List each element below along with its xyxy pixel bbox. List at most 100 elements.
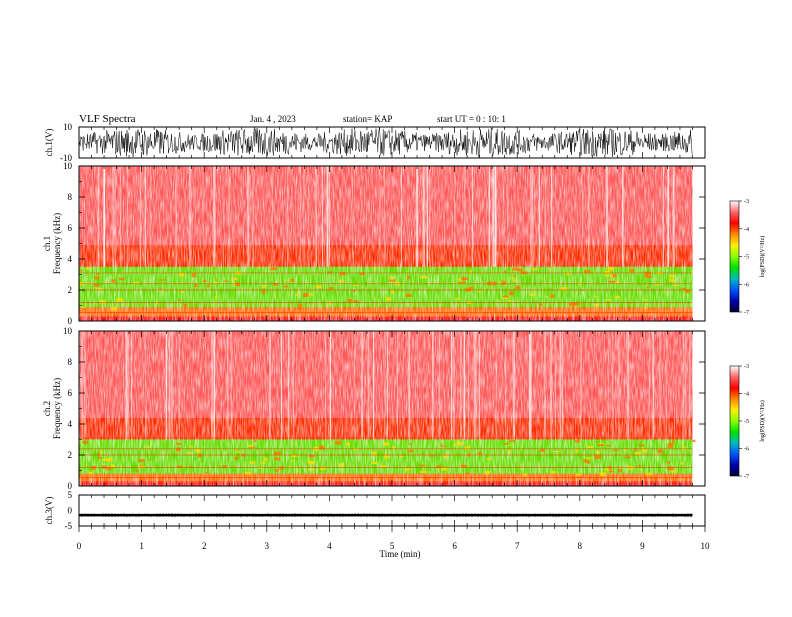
spectrogram-cell xyxy=(634,447,637,452)
spectrogram-cell xyxy=(178,272,185,277)
y-tick-label: 2 xyxy=(68,450,73,460)
y-tick-label: 8 xyxy=(68,357,73,367)
y-tick-label: 4 xyxy=(68,419,73,429)
x-tick-label: 3 xyxy=(265,541,270,551)
colorbar-tick-label: -6 xyxy=(744,447,749,453)
spectrogram-cell xyxy=(119,277,125,281)
colorbar-gradient xyxy=(729,200,740,313)
spectrogram-cell xyxy=(467,445,470,450)
y-axis-label: ch.1 xyxy=(42,236,52,251)
x-tick-label: 2 xyxy=(202,541,207,551)
spectrogram-cell xyxy=(597,443,605,446)
y-tick-label: -10 xyxy=(60,153,72,163)
spectrogram-cell xyxy=(461,277,469,281)
spectrogram-cell xyxy=(270,267,278,271)
y-axis-label: ch.3(V) xyxy=(44,497,54,525)
ch3-waveform-panel: ch.3(V) 5 0 -5 0 1 2 3 4 5 6 7 8 9 10 xyxy=(44,490,710,551)
spectrogram-cell xyxy=(645,472,653,476)
spectrogram-cell xyxy=(526,271,529,274)
spectrogram-cell xyxy=(359,272,366,276)
spectrogram-cell xyxy=(670,470,677,473)
y-tick-label: 10 xyxy=(63,326,73,336)
spectrogram-cell xyxy=(339,463,344,467)
spectrogram-cell xyxy=(672,440,675,444)
spectrogram-cell xyxy=(629,268,635,273)
spectrogram-cell xyxy=(469,269,472,274)
spectrogram-cell xyxy=(685,289,690,294)
spectrogram-cell xyxy=(189,445,194,448)
spectrogram-cell xyxy=(553,451,561,453)
spectrogram-cell xyxy=(509,440,516,442)
spectrogram-cell xyxy=(110,464,115,468)
spectrogram-cell xyxy=(150,459,153,461)
spectrogram-cell xyxy=(286,279,293,281)
spectrogram-cell xyxy=(627,302,633,304)
spectrogram-cell xyxy=(303,293,309,297)
spectrogram-cell xyxy=(487,281,493,286)
spectrogram-cell xyxy=(515,285,520,290)
spectrogram-cell xyxy=(550,268,553,271)
spectrogram-cell xyxy=(566,271,570,276)
spectrogram-cell xyxy=(617,468,623,473)
spectrogram-cell xyxy=(373,266,377,270)
spectrogram-cell xyxy=(106,467,112,471)
spectrogram-cell xyxy=(328,300,331,305)
spectrogram-cell xyxy=(392,445,396,450)
spectrogram-cell xyxy=(609,470,614,473)
y-tick-label: 0 xyxy=(68,481,73,491)
station-label: station= KAP xyxy=(343,114,392,124)
x-tick-label: 0 xyxy=(77,541,82,551)
spectrogram-cell xyxy=(274,451,281,456)
spectrogram-cell xyxy=(192,273,196,278)
spectrogram-cell xyxy=(506,444,513,446)
spectrogram-cell xyxy=(420,464,425,467)
x-tick-label: 9 xyxy=(640,541,645,551)
spectrogram-cell xyxy=(692,439,696,443)
spectrogram-cell xyxy=(603,468,611,471)
spectrogram-cell xyxy=(476,290,483,292)
spectrogram-cell xyxy=(111,306,118,311)
colorbar-label: log(PSD)(V²/Hz) xyxy=(759,400,766,441)
spectrogram-cell xyxy=(212,281,218,284)
spectrogram-cell xyxy=(606,444,612,447)
spectrogram-cell xyxy=(550,471,556,473)
colorbar-tick-label: -5 xyxy=(744,255,749,261)
spectrogram-cell xyxy=(682,445,686,450)
spectrogram-cell xyxy=(88,471,93,475)
spectrogram-cell xyxy=(508,449,511,453)
spectrogram-cell xyxy=(249,461,256,465)
spectrogram-cell xyxy=(614,296,621,299)
y-tick-label: 6 xyxy=(68,388,73,398)
spectrogram-cell xyxy=(315,285,322,288)
x-tick-label: 7 xyxy=(515,541,520,551)
spectrogram-cell xyxy=(503,295,509,298)
spectrogram-cell xyxy=(334,440,342,445)
spectrogram-cell xyxy=(420,470,427,473)
spectrogram-cell xyxy=(605,299,612,301)
spectrogram-cell xyxy=(594,455,602,459)
spectrogram-cell xyxy=(560,287,567,291)
ch1-spectrogram-panel: ch.1 Frequency (kHz) 0 2 4 6 8 10 xyxy=(42,161,706,326)
spectrogram-cell xyxy=(673,284,679,287)
y-tick-label: 0 xyxy=(68,316,73,326)
spectrogram-cell xyxy=(307,468,315,471)
spectrogram-cell xyxy=(574,439,580,443)
spectrogram-cell xyxy=(273,457,280,461)
spectrogram-cell xyxy=(260,461,266,464)
y-tick-label: -5 xyxy=(65,521,73,531)
spectrogram-cell xyxy=(307,293,314,296)
y-tick-label: 8 xyxy=(68,192,73,202)
spectrogram-cell xyxy=(636,465,642,467)
spectrogram-cell xyxy=(453,443,456,447)
spectrogram-cell xyxy=(338,279,345,283)
spectrogram-cell xyxy=(540,448,545,452)
spectrogram-cell xyxy=(460,464,465,467)
spectrogram-cell xyxy=(583,270,591,274)
ch3-waveform-band xyxy=(79,513,693,517)
spectrogram-cell xyxy=(420,275,428,279)
x-tick-label: 8 xyxy=(578,541,583,551)
y-tick-label: 10 xyxy=(63,161,73,171)
spectrogram-cell xyxy=(111,279,116,283)
spectrogram-cell xyxy=(443,445,447,448)
spectrogram-cell xyxy=(146,445,150,450)
